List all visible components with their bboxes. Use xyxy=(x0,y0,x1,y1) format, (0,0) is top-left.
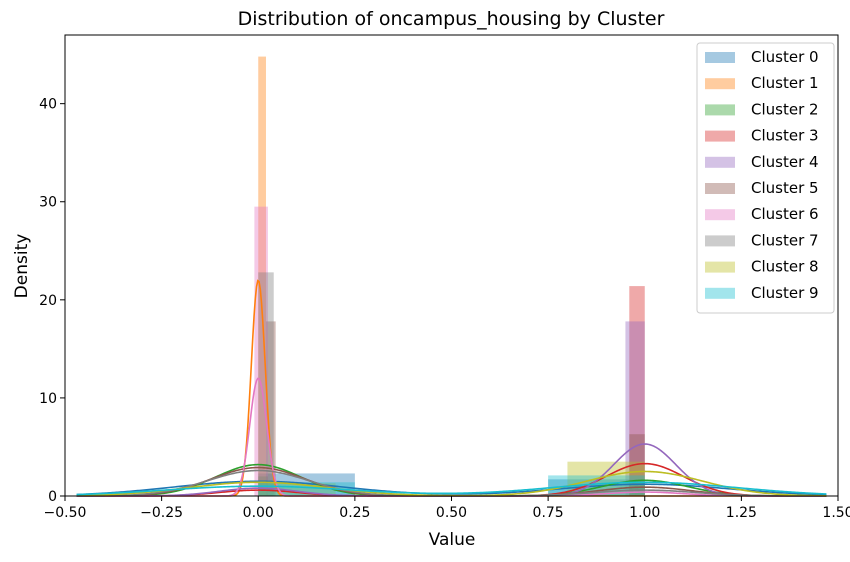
legend-swatch-cluster-0 xyxy=(705,52,735,63)
bar-cluster-5-0 xyxy=(265,321,276,496)
x-tick-label: 0.25 xyxy=(339,505,370,521)
legend-label-cluster-5: Cluster 5 xyxy=(751,179,819,197)
legend-label-cluster-3: Cluster 3 xyxy=(751,127,819,145)
legend-swatch-cluster-3 xyxy=(705,130,735,142)
y-tick-label: 0 xyxy=(48,489,57,505)
y-axis-label: Density xyxy=(12,234,32,299)
y-tick-label: 20 xyxy=(39,293,57,309)
x-tick-label: 0.00 xyxy=(243,505,274,521)
y-tick-label: 40 xyxy=(39,97,57,113)
legend-swatch-cluster-8 xyxy=(705,261,735,273)
x-axis-label: Value xyxy=(429,530,476,550)
legend-swatch-cluster-4 xyxy=(705,156,735,168)
legend-label-cluster-8: Cluster 8 xyxy=(751,258,819,276)
x-tick-label: 1.50 xyxy=(822,505,850,521)
legend-label-cluster-7: Cluster 7 xyxy=(751,231,819,249)
legend-label-cluster-0: Cluster 0 xyxy=(751,48,819,66)
legend-swatch-cluster-9 xyxy=(705,287,735,299)
legend-label-cluster-2: Cluster 2 xyxy=(751,100,819,118)
x-tick-label: 1.25 xyxy=(726,505,757,521)
legend-swatch-cluster-6 xyxy=(705,209,735,221)
x-tick-label: 1.00 xyxy=(629,505,660,521)
legend-label-cluster-4: Cluster 4 xyxy=(751,153,819,171)
y-axis-ticks: 0 10 20 30 40 xyxy=(39,97,65,505)
bar-cluster-3-0 xyxy=(629,286,645,496)
legend-label-cluster-1: Cluster 1 xyxy=(751,74,819,92)
legend-swatch-cluster-1 xyxy=(705,78,735,90)
chart-title: Distribution of oncampus_housing by Clus… xyxy=(238,8,665,30)
bar-cluster-2-1 xyxy=(635,486,645,496)
legend-swatch-cluster-5 xyxy=(705,183,735,194)
kde-line-cluster-9 xyxy=(76,481,827,496)
legend-swatch-cluster-7 xyxy=(705,235,735,247)
legend: Cluster 0 Cluster 1 Cluster 2 Cluster 3 Clus… xyxy=(696,42,835,314)
bar-cluster-6-0 xyxy=(254,206,268,497)
legend-box xyxy=(696,42,835,314)
x-tick-label: −0.50 xyxy=(44,505,87,521)
x-tick-label: 0.50 xyxy=(436,505,467,521)
legend-label-cluster-6: Cluster 6 xyxy=(751,205,819,223)
x-tick-label: −0.25 xyxy=(140,505,183,521)
x-tick-label: 0.75 xyxy=(533,505,564,521)
y-tick-label: 10 xyxy=(39,391,57,407)
x-axis-ticks: −0.50 −0.25 0.00 0.25 0.50 0.75 1.00 1.25 1.50 xyxy=(44,496,850,521)
legend-label-cluster-9: Cluster 9 xyxy=(751,284,819,302)
legend-swatch-cluster-2 xyxy=(705,104,735,116)
y-tick-label: 30 xyxy=(39,195,57,211)
bar-cluster-4-0 xyxy=(625,321,645,496)
bar-cluster-1-0 xyxy=(258,56,266,496)
